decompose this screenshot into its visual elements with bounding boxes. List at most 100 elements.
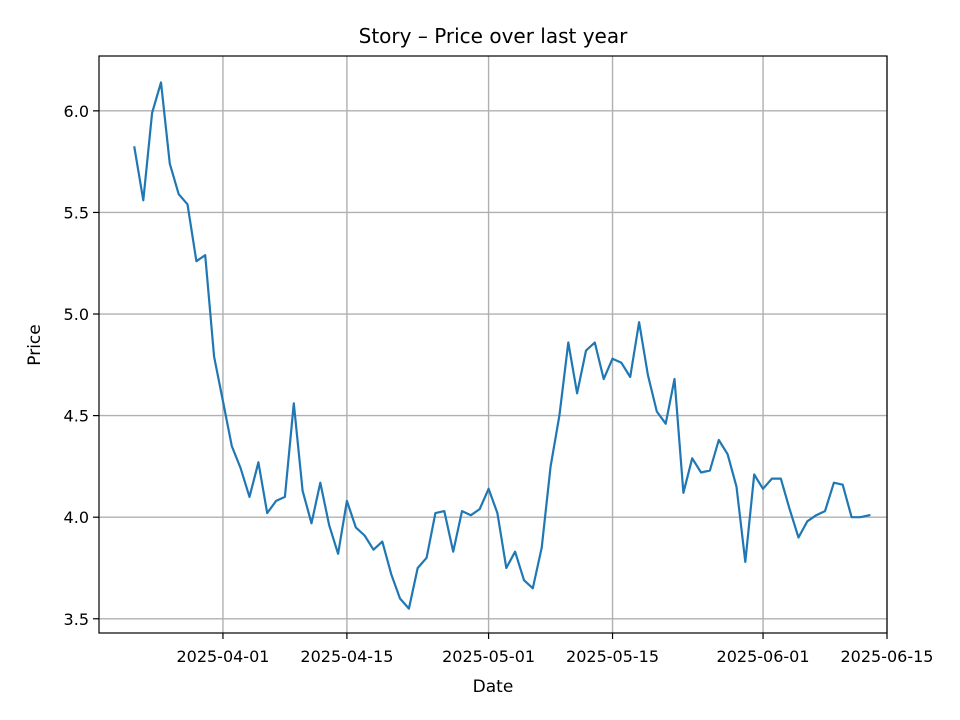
x-axis-label: Date [473,677,514,697]
data-point [717,438,720,441]
y-tick-label: 3.5 [64,610,89,629]
data-point [496,512,499,515]
data-point [576,392,579,395]
data-point [611,357,614,360]
data-point [407,607,410,610]
plot-frame [98,55,888,634]
data-point [549,465,552,468]
data-point [735,485,738,488]
y-tick-label: 4.0 [64,508,89,527]
data-point [301,489,304,492]
data-point [478,508,481,511]
data-point [753,473,756,476]
data-point [522,579,525,582]
data-point [230,445,233,448]
data-point [558,414,561,417]
data-point [673,378,676,381]
data-point [824,510,827,513]
data-point [788,508,791,511]
data-point [505,566,508,569]
data-point [390,573,393,576]
data-point [620,361,623,364]
data-point [850,516,853,519]
data-point [221,400,224,403]
data-point [567,341,570,344]
data-point [266,512,269,515]
data-point [443,510,446,513]
data-point [151,111,154,114]
data-point [629,376,632,379]
data-point [177,193,180,196]
data-point [779,477,782,480]
data-point [372,548,375,551]
data-point [275,499,278,502]
data-point [239,467,242,470]
data-point [469,514,472,517]
data-point [416,566,419,569]
data-point [292,402,295,405]
data-point [646,373,649,376]
data-point [159,81,162,84]
data-point [584,349,587,352]
data-point [638,321,641,324]
axis-ticks: 2025-04-01 2025-04-15 2025-05-01 2025-05-15… [64,102,934,666]
data-point [257,461,260,464]
x-tick-label: 2025-06-01 [717,647,810,666]
data-point [133,146,136,149]
data-point [815,514,818,517]
x-tick-label: 2025-04-01 [176,647,269,666]
data-point [363,534,366,537]
x-tick-label: 2025-06-15 [841,647,934,666]
data-point [461,510,464,513]
data-point [770,477,773,480]
y-tick-label: 5.5 [64,203,89,222]
data-point [531,587,534,590]
data-point [213,355,216,358]
data-point [328,524,331,527]
data-point [168,162,171,165]
data-point [248,495,251,498]
x-tick-label: 2025-04-15 [300,647,393,666]
data-point [204,254,207,257]
data-point [806,520,809,523]
data-point [142,199,145,202]
data-point [700,471,703,474]
data-point [487,487,490,490]
data-point [354,526,357,529]
data-point [655,410,658,413]
data-point [310,522,313,525]
x-tick-label: 2025-05-01 [442,647,535,666]
data-point [434,512,437,515]
x-tick-label: 2025-05-15 [566,647,659,666]
y-tick-label: 6.0 [64,102,89,121]
data-point [691,457,694,460]
series-layer [133,81,871,610]
data-point [186,203,189,206]
y-tick-label: 4.5 [64,407,89,426]
data-point [841,483,844,486]
data-point [708,469,711,472]
data-point [832,481,835,484]
data-point [345,499,348,502]
chart-title: Story – Price over last year [359,24,628,48]
data-point [859,516,862,519]
data-point [682,491,685,494]
data-point [283,495,286,498]
data-point [514,550,517,553]
data-point [399,597,402,600]
data-point [797,536,800,539]
data-point [593,341,596,344]
data-point [319,481,322,484]
data-point [452,550,455,553]
data-point [337,552,340,555]
data-point [602,378,605,381]
data-point [425,556,428,559]
data-point [540,546,543,549]
data-point [726,453,729,456]
data-point [762,487,765,490]
y-tick-label: 5.0 [64,305,89,324]
data-point [381,540,384,543]
y-axis-label: Price [25,324,45,365]
